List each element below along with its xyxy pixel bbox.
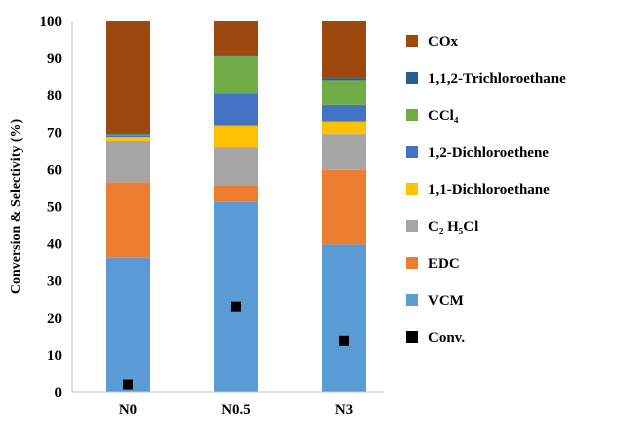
legend-label-c-h-cl: C₂ H₅Cl [428, 219, 478, 235]
bar-n0-5-1-1-dichloroethane [214, 125, 258, 148]
legend-swatch-1-1-dichloroethane [406, 183, 418, 195]
bar-n0-5-edc [214, 185, 258, 202]
y-tick-label-70: 70 [47, 125, 62, 141]
y-tick-label-100: 100 [40, 14, 63, 30]
legend-label-ccl: CCl₄ [428, 108, 459, 124]
conversion-markers [123, 301, 349, 390]
y-tick-label-90: 90 [47, 51, 62, 67]
x-tick-label-n0: N0 [119, 402, 137, 418]
legend-swatch-1-2-dichloroethene [406, 146, 418, 158]
bar-n0-1-2-dichloroethene [106, 135, 150, 138]
y-tick-label-0: 0 [55, 385, 63, 401]
bar-n0-vcm [106, 257, 150, 392]
legend-swatch-conv [406, 331, 418, 343]
legend-label-conv: Conv. [428, 330, 465, 346]
legend: COx 1,1,2-Trichloroethane CCl₄ 1,2-Dichloro… [406, 34, 566, 346]
y-tick-label-30: 30 [47, 274, 62, 290]
legend-label-edc: EDC [428, 256, 460, 272]
y-tick-label-60: 60 [47, 162, 62, 178]
bar-n0-1-1-dichloroethane [106, 137, 150, 141]
conversion-marker-n0 [123, 379, 133, 390]
y-tick-label-20: 20 [47, 311, 62, 327]
bar-n3-c-h-cl [322, 134, 366, 170]
bar-n3-ccl [322, 80, 366, 105]
conversion-marker-n0-5 [231, 301, 241, 312]
bar-n0-5-1-1-2-trichloroethane [214, 55, 258, 57]
legend-swatch-ccl [406, 109, 418, 121]
y-tick-label-80: 80 [47, 88, 62, 104]
bar-n0-5-cox [214, 21, 258, 56]
bar-n3-edc [322, 169, 366, 245]
conversion-marker-n3 [339, 335, 349, 346]
bar-n3-1-1-dichloroethane [322, 121, 366, 135]
bar-n3-1-2-dichloroethene [322, 104, 366, 122]
bar-n0-edc [106, 182, 150, 258]
y-tick-label-50: 50 [47, 200, 62, 216]
legend-swatch-cox [406, 35, 418, 47]
x-tick-label-n3: N3 [335, 402, 353, 418]
bar-n0-5-1-2-dichloroethene [214, 93, 258, 126]
legend-swatch-vcm [406, 294, 418, 306]
legend-swatch-c-h-cl [406, 220, 418, 232]
y-tick-labels: 0 10 20 30 40 50 60 70 80 90 100 [40, 14, 63, 401]
legend-swatch-1-1-2-trichloroethane [406, 72, 418, 84]
legend-label-1-1-2-trichloroethane: 1,1,2-Trichloroethane [428, 71, 566, 87]
legend-label-cox: COx [428, 34, 459, 50]
legend-label-vcm: VCM [428, 293, 464, 309]
bar-n3-cox [322, 21, 366, 79]
legend-label-1-1-dichloroethane: 1,1-Dichloroethane [428, 182, 550, 198]
x-tick-label-n0-5: N0.5 [221, 402, 251, 418]
bar-n3-vcm [322, 244, 366, 392]
bar-n0-c-h-cl [106, 140, 150, 183]
bar-n0-5-vcm [214, 201, 258, 392]
bar-n0-5-ccl [214, 56, 258, 94]
legend-label-1-2-dichloroethene: 1,2-Dichloroethene [428, 145, 549, 161]
y-tick-label-10: 10 [47, 348, 62, 364]
bar-n0-ccl [106, 134, 150, 136]
legend-swatch-edc [406, 257, 418, 269]
bars-layer [106, 21, 366, 392]
y-tick-label-40: 40 [47, 237, 62, 253]
x-tick-labels: N0 N0.5 N3 [119, 402, 353, 418]
bar-n0-cox [106, 21, 150, 134]
axis-layer [71, 21, 384, 393]
bar-n3-1-1-2-trichloroethane [322, 78, 366, 81]
y-axis-title: Conversion & Selectivity (%) [9, 118, 24, 294]
bar-n0-1-1-2-trichloroethane [106, 133, 150, 135]
bar-n0-5-c-h-cl [214, 147, 258, 186]
